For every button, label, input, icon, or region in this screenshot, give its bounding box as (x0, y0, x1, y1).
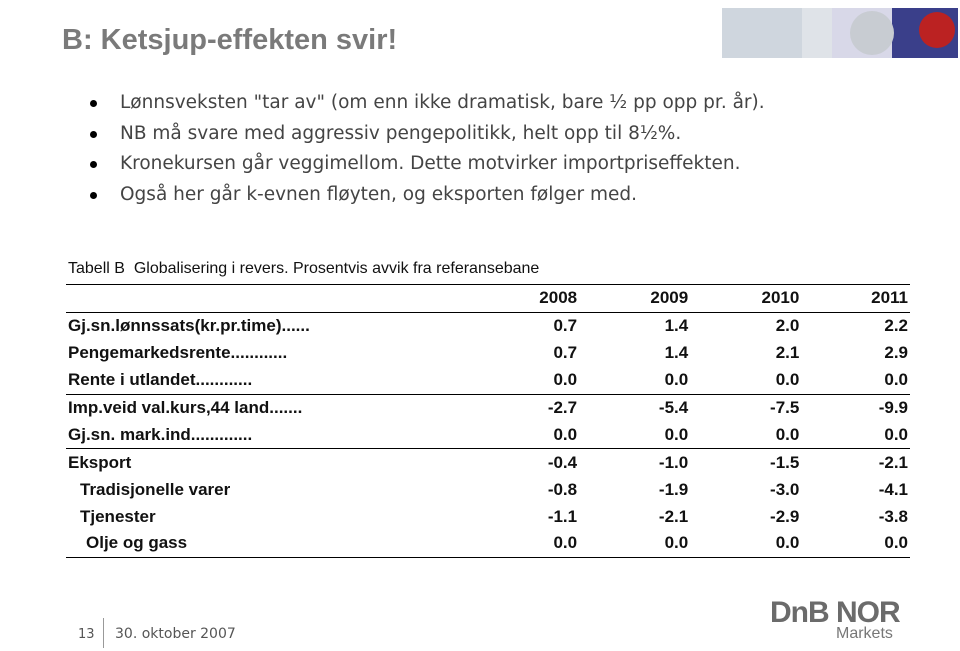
value-cell: 0.0 (690, 366, 802, 395)
row-label: Tjenester (80, 506, 156, 526)
table-row: Rente i utlandet............ 0.0 0.0 0.0 0.0 (66, 366, 910, 395)
value-cell: 0.0 (579, 421, 691, 450)
table-row: Gj.sn.lønnssats(kr.pr.time)...... 0.7 1.4 2… (66, 312, 910, 339)
bullet: NB må svare med aggressiv pengepolitikk,… (90, 123, 765, 154)
value-cell: -2.9 (770, 506, 800, 526)
value-cell: 2.1 (775, 343, 800, 363)
value-cell: 2.9 (884, 343, 908, 363)
value-cell: -1.0 (658, 452, 689, 472)
value-cell: 0.0 (801, 366, 910, 395)
header-row: 2008 2009 2010 2011 (66, 284, 910, 313)
divider (103, 618, 104, 648)
table-row: Gj.sn. mark.ind............. 0.0 0.0 0.0 0.0 (66, 421, 910, 450)
value-cell: 0.0 (579, 366, 691, 395)
row-label: Gj.sn.lønnssats(kr.pr.time)...... (68, 316, 310, 336)
table-row: Tjenester -1.1 -2.1 -2.9 -3.8 (66, 503, 910, 530)
value-cell: -0.8 (547, 479, 578, 499)
value-cell: 0.0 (468, 366, 580, 395)
row-label: Eksport (68, 452, 132, 472)
table-row: Imp.veid val.kurs,44 land....... -2.7 -5.4… (66, 394, 910, 421)
bullet: Lønnsveksten "tar av" (om enn ikke drama… (90, 92, 765, 123)
table-caption: Tabell B Globalisering i revers. Prosent… (68, 260, 540, 277)
value-cell: -9.9 (878, 398, 908, 417)
table-row: Eksport -0.4 -1.0 -1.5 -2.1 (66, 449, 910, 476)
title: B: Ketsjup-effekten svir! (62, 24, 398, 56)
row-label: Gj.sn. mark.ind............. (66, 421, 468, 450)
header-cell: 2008 (468, 284, 580, 313)
bullet: Også her går k-evnen fløyten, og eksport… (90, 184, 765, 215)
table: 2008 2009 2010 2011 Gj.sn.lønnssats(kr.pr.ti… (66, 284, 910, 558)
value-cell: -3.0 (770, 479, 800, 499)
value-cell: -2.7 (547, 398, 578, 417)
value-cell: -1.9 (658, 479, 689, 499)
value-cell: 0.0 (801, 530, 910, 558)
header-cell (66, 284, 468, 313)
value-cell: 0.0 (579, 530, 691, 558)
value-cell: 1.4 (664, 316, 689, 336)
table-row: Tradisjonelle varer -0.8 -1.9 -3.0 -4.1 (66, 476, 910, 503)
row-label: Pengemarkedsrente............ (68, 343, 288, 363)
value-cell: -0.4 (547, 452, 578, 472)
header-cell: 2011 (801, 284, 910, 313)
value-cell: -4.1 (878, 479, 908, 499)
value-cell: 0.7 (553, 343, 578, 363)
value-cell: -1.5 (770, 452, 800, 472)
row-label: Tradisjonelle varer (80, 479, 231, 499)
row-label: Imp.veid val.kurs,44 land....... (68, 398, 303, 417)
bullet-list: Lønnsveksten "tar av" (om enn ikke drama… (90, 92, 765, 214)
logo-sub: Markets (836, 625, 893, 642)
logo: DnB NOR (770, 596, 901, 629)
value-cell: -2.1 (658, 506, 689, 526)
value-cell: -3.8 (878, 506, 908, 526)
value-cell: 0.0 (801, 421, 910, 450)
value-cell: 0.0 (690, 421, 802, 450)
header-cell: 2010 (690, 284, 802, 313)
page-number: 13 (78, 627, 95, 642)
row-label: Rente i utlandet............ (66, 366, 468, 395)
value-cell: 0.0 (468, 421, 580, 450)
value-cell: -2.1 (878, 452, 908, 472)
date: 30. oktober 2007 (115, 626, 236, 642)
bullet: Kronekursen går veggimellom. Dette motvi… (90, 153, 765, 184)
value-cell: 0.0 (468, 530, 580, 558)
value-cell: -5.4 (658, 398, 689, 417)
table-row: Olje og gass 0.0 0.0 0.0 0.0 (66, 530, 910, 558)
value-cell: 0.0 (690, 530, 802, 558)
value-cell: 2.0 (775, 316, 800, 336)
table-row: Pengemarkedsrente............ 0.7 1.4 2.1 2.… (66, 340, 910, 367)
value-cell: 1.4 (664, 343, 689, 363)
header-image (722, 8, 958, 58)
row-label: Olje og gass (66, 530, 468, 558)
header-cell: 2009 (579, 284, 691, 313)
value-cell: 2.2 (884, 316, 908, 336)
value-cell: 0.7 (553, 316, 578, 336)
value-cell: -1.1 (547, 506, 578, 526)
value-cell: -7.5 (770, 398, 800, 417)
